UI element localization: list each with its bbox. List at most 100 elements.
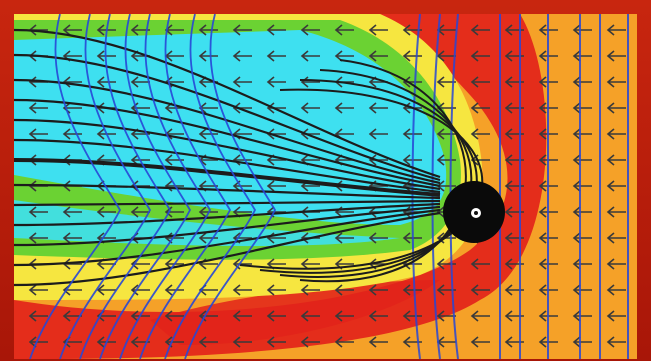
velocity-arrow (266, 180, 286, 192)
velocity-arrow (436, 258, 456, 270)
velocity-arrow (130, 310, 150, 322)
velocity-arrow (368, 310, 388, 322)
velocity-arrow (28, 102, 48, 114)
tail-line (14, 98, 441, 188)
velocity-arrow (164, 310, 184, 322)
tail-line (14, 183, 441, 200)
tail-cyan-sliver (14, 200, 400, 247)
velocity-arrow (266, 284, 286, 296)
velocity-arrow (368, 24, 388, 36)
velocity-arrow (198, 128, 218, 140)
velocity-arrow (300, 258, 320, 270)
open-line (164, 14, 257, 359)
velocity-arrow (232, 284, 252, 296)
velocity-arrow (198, 50, 218, 62)
velocity-arrow (470, 336, 490, 348)
velocity-arrow (334, 310, 354, 322)
velocity-arrow (130, 102, 150, 114)
open-line (29, 14, 122, 359)
velocity-arrow (470, 50, 490, 62)
velocity-arrow (606, 206, 626, 218)
velocity-arrow (266, 50, 286, 62)
velocity-arrow (470, 102, 490, 114)
velocity-arrow (96, 284, 116, 296)
velocity-arrow (266, 336, 286, 348)
planet-center (474, 211, 478, 215)
velocity-arrow (96, 50, 116, 62)
velocity-arrow (266, 76, 286, 88)
velocity-arrow (130, 76, 150, 88)
velocity-arrow (606, 76, 626, 88)
velocity-arrow (300, 310, 320, 322)
velocity-arrow (572, 102, 592, 114)
velocity-arrow (130, 206, 150, 218)
tail-line (14, 28, 441, 179)
velocity-arrow (606, 154, 626, 166)
velocity-arrow (232, 310, 252, 322)
velocity-arrow (572, 336, 592, 348)
velocity-arrow (300, 284, 320, 296)
velocity-arrow (334, 24, 354, 36)
velocity-arrow (470, 24, 490, 36)
velocity-arrow (606, 310, 626, 322)
velocity-arrow (606, 128, 626, 140)
velocity-arrow (606, 336, 626, 348)
tail-line (14, 208, 441, 267)
velocity-arrow (28, 128, 48, 140)
velocity-arrow (198, 102, 218, 114)
velocity-arrow (96, 206, 116, 218)
velocity-arrow (402, 284, 422, 296)
velocity-arrow (334, 336, 354, 348)
velocity-arrow (606, 284, 626, 296)
velocity-arrow (572, 180, 592, 192)
velocity-arrow (470, 258, 490, 270)
velocity-arrow (28, 206, 48, 218)
open-line (119, 14, 212, 359)
velocity-arrow (96, 76, 116, 88)
velocity-arrow (572, 50, 592, 62)
velocity-arrow (28, 232, 48, 244)
velocity-arrow (606, 180, 626, 192)
velocity-arrow (266, 24, 286, 36)
velocity-arrow (62, 24, 82, 36)
velocity-arrow (606, 24, 626, 36)
velocity-arrow (436, 128, 456, 140)
velocity-arrow (28, 310, 48, 322)
velocity-arrow (470, 310, 490, 322)
tail-red-lobe (150, 280, 440, 345)
velocity-arrow (334, 284, 354, 296)
open-line (139, 14, 232, 359)
velocity-arrow (232, 24, 252, 36)
velocity-arrow (368, 284, 388, 296)
open-line (99, 14, 192, 359)
velocity-arrow (436, 154, 456, 166)
velocity-arrow (232, 50, 252, 62)
velocity-arrow (470, 76, 490, 88)
velocity-arrow (572, 206, 592, 218)
bow-shock-band (14, 14, 547, 359)
velocity-arrow (28, 336, 48, 348)
velocity-arrow (130, 284, 150, 296)
velocity-arrow (470, 128, 490, 140)
velocity-arrow (470, 284, 490, 296)
tail-line (14, 205, 441, 247)
open-line (184, 14, 277, 359)
magnetotail-cyan (14, 30, 447, 225)
velocity-arrow (198, 336, 218, 348)
velocity-arrow (572, 232, 592, 244)
tail-line (14, 118, 441, 191)
velocity-arrow (368, 50, 388, 62)
velocity-arrow (300, 102, 320, 114)
velocity-arrow (266, 310, 286, 322)
tail-line (14, 53, 441, 182)
velocity-arrow (606, 258, 626, 270)
velocity-arrow (572, 310, 592, 322)
velocity-arrow (62, 128, 82, 140)
velocity-arrow (232, 76, 252, 88)
velocity-arrow (606, 232, 626, 244)
velocity-arrow (368, 102, 388, 114)
open-field-lines (29, 14, 277, 359)
velocity-arrow (368, 336, 388, 348)
velocity-arrow (572, 76, 592, 88)
